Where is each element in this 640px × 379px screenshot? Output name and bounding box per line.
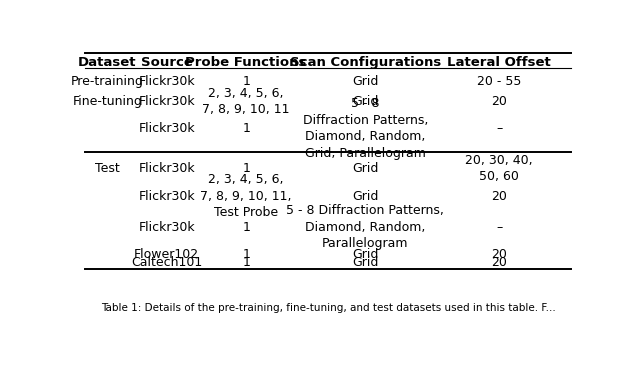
Text: 20: 20 xyxy=(491,255,507,268)
Text: –: – xyxy=(496,221,502,234)
Text: Dataset: Dataset xyxy=(78,56,136,69)
Text: 1: 1 xyxy=(242,255,250,268)
Text: Caltech101: Caltech101 xyxy=(131,255,202,268)
Text: –: – xyxy=(496,122,502,135)
Text: Fine-tuning: Fine-tuning xyxy=(72,95,142,108)
Text: Flickr30k: Flickr30k xyxy=(138,190,195,203)
Text: 20, 30, 40,
50, 60: 20, 30, 40, 50, 60 xyxy=(465,153,533,183)
Text: 20 - 55: 20 - 55 xyxy=(477,75,522,88)
Text: Flickr30k: Flickr30k xyxy=(138,75,195,88)
Text: 5 - 8
Diffraction Patterns,
Diamond, Random,
Grid, Parallelogram: 5 - 8 Diffraction Patterns, Diamond, Ran… xyxy=(303,97,428,160)
Text: 1: 1 xyxy=(242,122,250,135)
Text: Flower102: Flower102 xyxy=(134,247,200,261)
Text: Grid: Grid xyxy=(352,75,378,88)
Text: Grid: Grid xyxy=(352,162,378,175)
Text: Grid: Grid xyxy=(352,190,378,203)
Text: Grid: Grid xyxy=(352,95,378,108)
Text: Grid: Grid xyxy=(352,247,378,261)
Text: Grid: Grid xyxy=(352,255,378,268)
Text: 20: 20 xyxy=(491,95,507,108)
Text: 1: 1 xyxy=(242,247,250,261)
Text: Flickr30k: Flickr30k xyxy=(138,221,195,234)
Text: Pre-training: Pre-training xyxy=(71,75,144,88)
Text: 20: 20 xyxy=(491,247,507,261)
Text: 5 - 8 Diffraction Patterns,
Diamond, Random,
Parallelogram: 5 - 8 Diffraction Patterns, Diamond, Ran… xyxy=(286,204,444,250)
Text: Probe Functions: Probe Functions xyxy=(186,56,307,69)
Text: Flickr30k: Flickr30k xyxy=(138,122,195,135)
Text: Flickr30k: Flickr30k xyxy=(138,95,195,108)
Text: Flickr30k: Flickr30k xyxy=(138,162,195,175)
Text: Test: Test xyxy=(95,162,120,175)
Text: 20: 20 xyxy=(491,190,507,203)
Text: 1: 1 xyxy=(242,75,250,88)
Text: Lateral Offset: Lateral Offset xyxy=(447,56,551,69)
Text: 2, 3, 4, 5, 6,
7, 8, 9, 10, 11: 2, 3, 4, 5, 6, 7, 8, 9, 10, 11 xyxy=(202,87,290,116)
Text: 2, 3, 4, 5, 6,
7, 8, 9, 10, 11,
Test Probe: 2, 3, 4, 5, 6, 7, 8, 9, 10, 11, Test Pro… xyxy=(200,173,292,219)
Text: 1: 1 xyxy=(242,221,250,234)
Text: 1: 1 xyxy=(242,162,250,175)
Text: Source: Source xyxy=(141,56,193,69)
Text: Table 1: Details of the pre-training, fine-tuning, and test datasets used in thi: Table 1: Details of the pre-training, fi… xyxy=(100,303,556,313)
Text: Scan Configurations: Scan Configurations xyxy=(289,56,441,69)
